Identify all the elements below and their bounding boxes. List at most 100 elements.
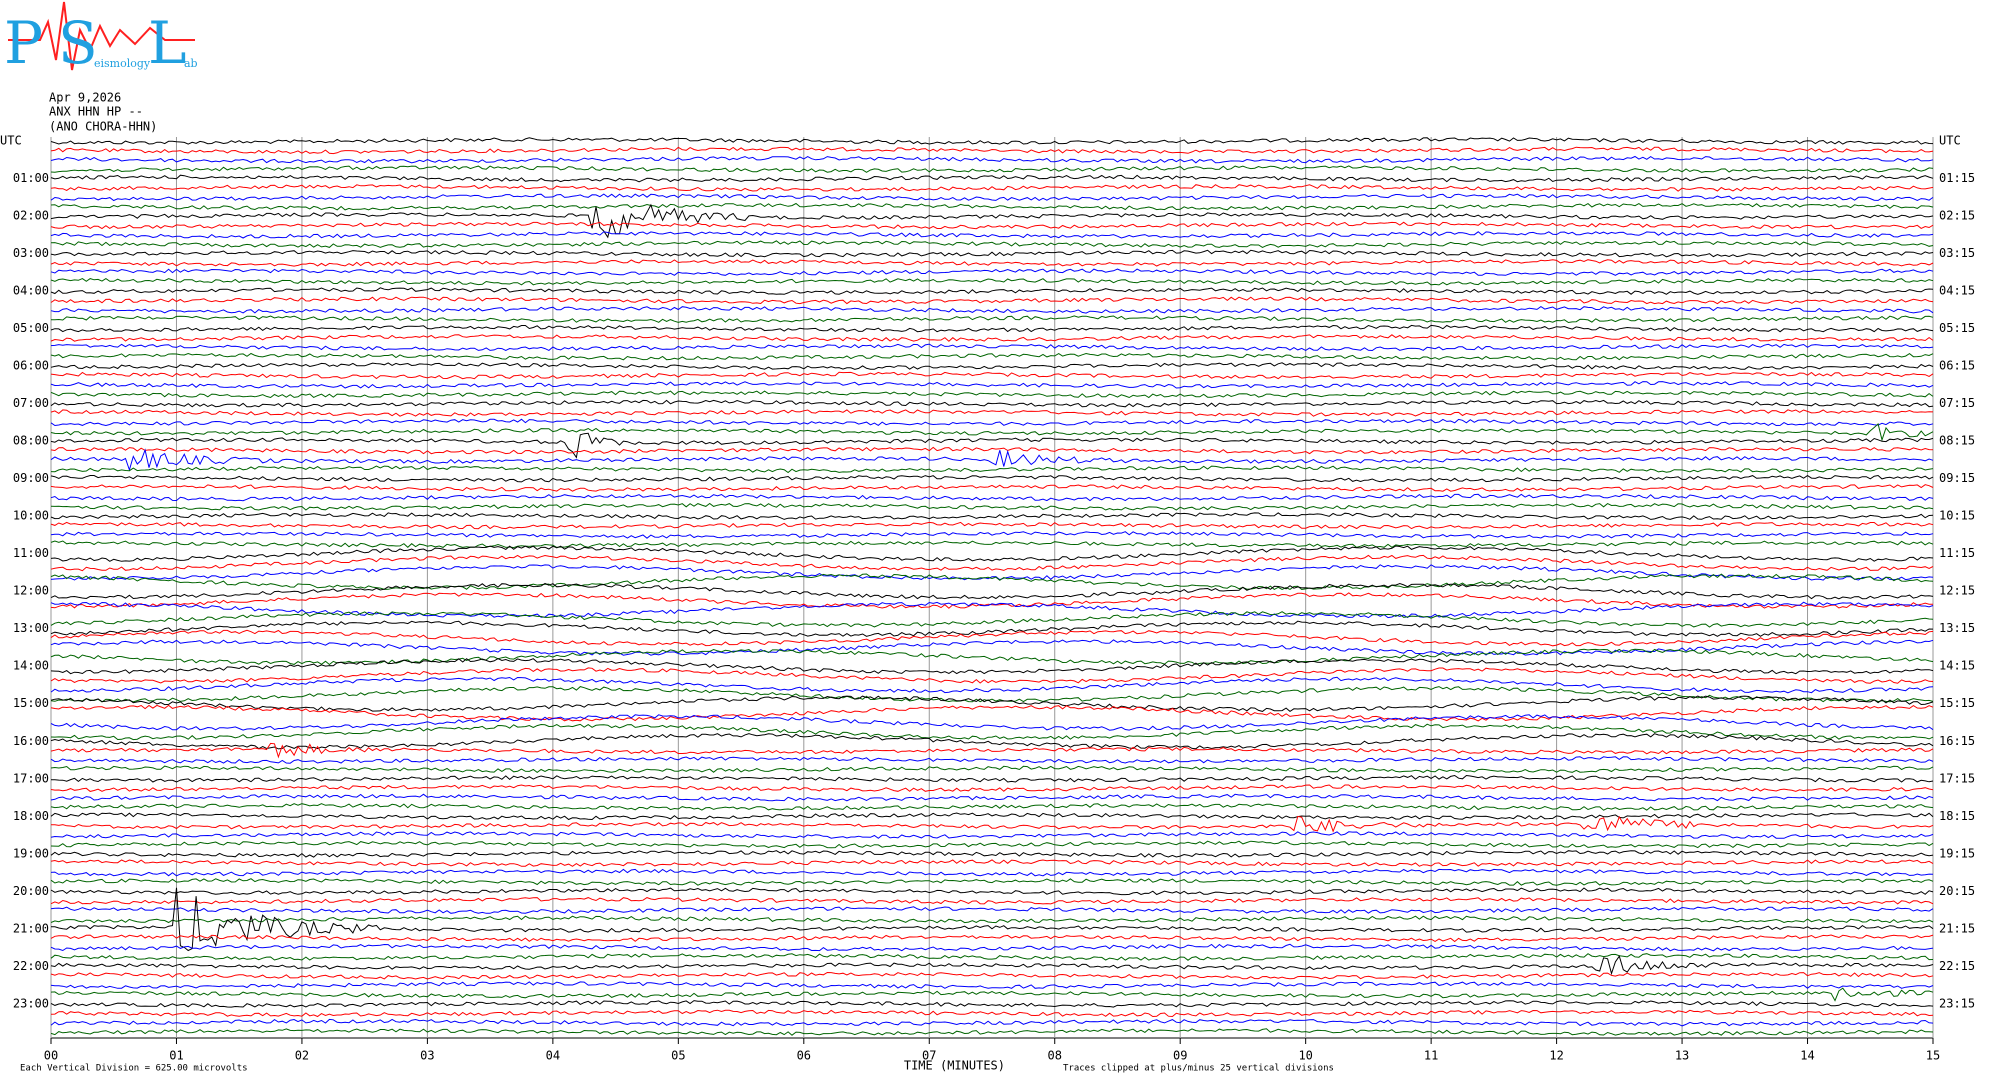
trace	[51, 815, 1934, 833]
right-time-label: 15:15	[1939, 696, 1975, 710]
x-tick-label: 15	[1926, 1049, 1940, 1063]
left-time-label: 01:00	[13, 171, 49, 185]
trace	[50, 277, 1934, 286]
left-time-label: 18:00	[13, 809, 49, 823]
right-time-label: 10:15	[1939, 509, 1975, 523]
left-time-label: UTC	[0, 134, 22, 148]
trace	[50, 582, 1934, 600]
trace	[50, 987, 1934, 1002]
left-time-label: 16:00	[13, 734, 49, 748]
left-time-label: 03:00	[13, 246, 49, 260]
trace	[50, 831, 1934, 839]
trace	[50, 803, 1934, 811]
right-time-label: 23:15	[1939, 996, 1975, 1010]
left-time-label: 06:00	[13, 359, 49, 373]
trace	[50, 249, 1934, 258]
x-tick-label: 07	[922, 1049, 936, 1063]
trace	[50, 658, 1934, 675]
left-time-label: 17:00	[13, 771, 49, 785]
right-time-label: 04:15	[1939, 284, 1975, 298]
right-time-label: 13:15	[1939, 621, 1975, 635]
left-time-label: 10:00	[13, 509, 49, 523]
trace	[50, 155, 1934, 164]
trace	[50, 629, 1934, 647]
trace	[50, 765, 1934, 774]
trace	[50, 639, 1934, 656]
trace	[50, 221, 1934, 230]
scale-note: Each Vertical Division = 625.00 microvol…	[20, 1064, 248, 1074]
trace	[50, 620, 1934, 637]
trace	[50, 774, 1934, 783]
trace	[50, 840, 1934, 849]
trace	[50, 812, 1934, 821]
trace	[50, 723, 1934, 741]
trace	[50, 943, 1934, 952]
trace	[50, 422, 1934, 442]
trace	[50, 887, 1934, 896]
logo-word: ab	[184, 57, 198, 70]
left-time-label: 04:00	[13, 284, 49, 298]
trace	[50, 315, 1934, 324]
trace	[50, 259, 1934, 267]
right-time-label: 12:15	[1939, 584, 1975, 598]
trace	[50, 371, 1934, 380]
left-time-label: 12:00	[13, 584, 49, 598]
logo-wave	[8, 1, 195, 71]
trace	[50, 418, 1934, 427]
traces	[50, 137, 1934, 1036]
x-tick-label: 10	[1298, 1049, 1312, 1063]
x-tick-label: 14	[1800, 1049, 1814, 1063]
trace	[50, 146, 1934, 155]
trace	[50, 878, 1934, 886]
trace	[50, 714, 1934, 731]
trace	[50, 611, 1934, 628]
trace	[50, 742, 1934, 759]
trace	[50, 334, 1934, 342]
trace	[50, 897, 1934, 905]
trace	[50, 1000, 1934, 1008]
logo-letter: L	[148, 9, 187, 77]
trace	[50, 390, 1934, 399]
trace	[50, 240, 1934, 248]
trace	[50, 268, 1934, 276]
trace	[50, 648, 1934, 666]
trace	[50, 296, 1934, 305]
x-tick-label: 00	[44, 1049, 58, 1063]
trace	[50, 343, 1934, 352]
trace	[50, 174, 1934, 183]
left-time-label: 05:00	[13, 321, 49, 335]
right-time-label: 09:15	[1939, 471, 1975, 485]
x-tick-label: 01	[169, 1049, 183, 1063]
trace	[50, 399, 1934, 408]
right-time-label: UTC	[1939, 134, 1961, 148]
right-time-label: 16:15	[1939, 734, 1975, 748]
logo-word: eismology	[94, 57, 151, 70]
right-time-label: 22:15	[1939, 959, 1975, 973]
x-tick-label: 04	[546, 1049, 560, 1063]
trace	[50, 981, 1934, 989]
trace	[50, 695, 1934, 713]
right-time-label: 07:15	[1939, 396, 1975, 410]
trace	[50, 686, 1934, 703]
trace	[50, 592, 1934, 609]
x-tick-label: 12	[1549, 1049, 1563, 1063]
trace	[50, 202, 1934, 211]
trace	[50, 915, 1934, 924]
trace	[50, 352, 1934, 361]
x-tick-label: 08	[1048, 1049, 1062, 1063]
trace	[50, 381, 1934, 389]
right-time-label: 11:15	[1939, 546, 1975, 560]
x-tick-label: 13	[1675, 1049, 1689, 1063]
logo: P S L eismology ab	[4, 1, 198, 77]
trace	[51, 887, 1934, 952]
trace	[50, 432, 1934, 459]
trace	[50, 193, 1934, 202]
title-line: (ANO CHORA-HHN)	[49, 120, 157, 134]
trace	[50, 676, 1934, 694]
trace	[50, 554, 1934, 572]
left-time-label: 20:00	[13, 884, 49, 898]
trace	[50, 971, 1934, 980]
trace	[50, 934, 1934, 943]
left-time-label: 19:00	[13, 846, 49, 860]
trace	[50, 474, 1934, 483]
